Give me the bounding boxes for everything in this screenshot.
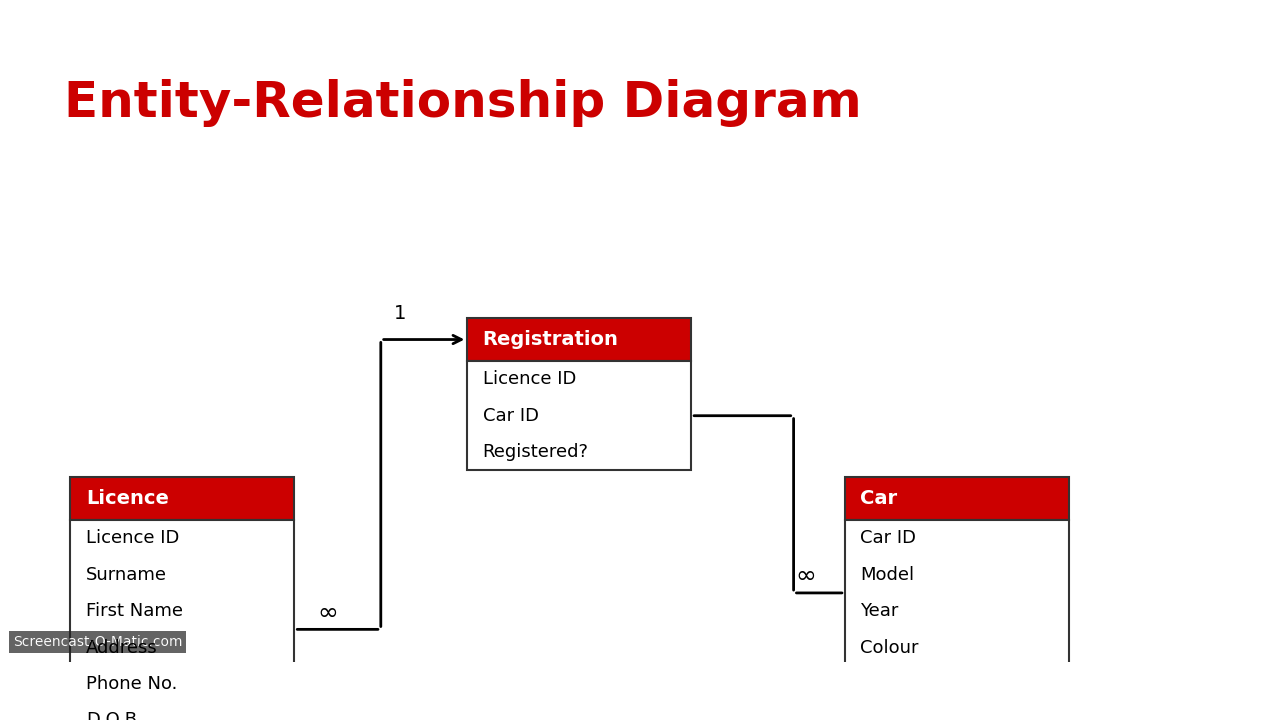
Text: Surname: Surname <box>86 566 166 584</box>
FancyBboxPatch shape <box>467 318 691 361</box>
Text: Car ID: Car ID <box>483 407 539 425</box>
Text: ∞: ∞ <box>796 564 817 588</box>
Text: 1: 1 <box>394 304 406 323</box>
FancyBboxPatch shape <box>467 361 691 470</box>
FancyBboxPatch shape <box>845 520 1069 666</box>
Text: First Name: First Name <box>86 602 183 620</box>
Text: Licence: Licence <box>86 489 169 508</box>
Text: Year: Year <box>860 602 899 620</box>
Text: Registered?: Registered? <box>483 443 589 461</box>
Text: Registration: Registration <box>483 330 618 349</box>
FancyBboxPatch shape <box>845 477 1069 520</box>
Text: D.O.B: D.O.B <box>86 711 137 720</box>
FancyBboxPatch shape <box>70 477 294 520</box>
Text: ∞: ∞ <box>317 600 338 625</box>
Text: Licence ID: Licence ID <box>86 529 179 547</box>
Text: Colour: Colour <box>860 639 919 657</box>
Text: Address: Address <box>86 639 157 657</box>
Text: Entity-Relationship Diagram: Entity-Relationship Diagram <box>64 79 861 127</box>
FancyBboxPatch shape <box>70 520 294 720</box>
Text: Car: Car <box>860 489 897 508</box>
Text: Car ID: Car ID <box>860 529 916 547</box>
Text: Licence ID: Licence ID <box>483 370 576 388</box>
Text: Phone No.: Phone No. <box>86 675 177 693</box>
Text: Screencast-O-Matic.com: Screencast-O-Matic.com <box>13 635 182 649</box>
Text: Screencast-O-Matic.com: Screencast-O-Matic.com <box>13 635 182 649</box>
Text: Model: Model <box>860 566 914 584</box>
